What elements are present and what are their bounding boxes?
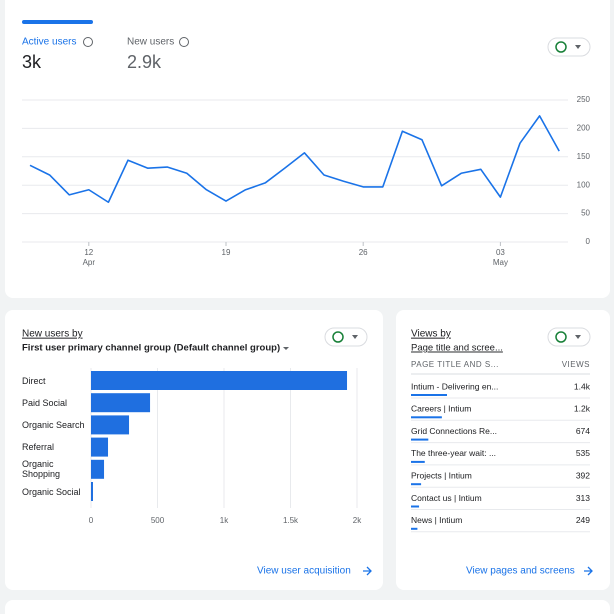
card-subtitle[interactable]: First user primary channel group (Defaul… — [22, 343, 280, 354]
metric-label[interactable]: Active users — [22, 37, 76, 48]
bar — [91, 459, 105, 479]
dropdown-arrow — [575, 335, 581, 339]
link[interactable]: View pages and screens — [466, 566, 593, 577]
row-title: Projects | Intium — [411, 470, 472, 480]
bar — [91, 393, 151, 413]
mini-bar — [411, 394, 447, 396]
link[interactable]: View user acquisition — [257, 566, 372, 577]
check-icon — [555, 41, 567, 53]
row-value: 313 — [576, 493, 590, 503]
column-header: VIEWS — [562, 360, 590, 369]
help-icon[interactable] — [83, 37, 93, 47]
card-subtitle[interactable]: Page title and scree... — [411, 343, 503, 354]
check-icon — [332, 331, 344, 343]
dropdown-arrow — [575, 45, 581, 49]
row-title: News | Intium — [411, 515, 462, 525]
y-tick-label: 50 — [581, 209, 590, 218]
metric-value: 3k — [22, 52, 42, 72]
bar — [91, 371, 348, 390]
x-tick-label: 1k — [220, 516, 229, 525]
dropdown-arrow[interactable] — [283, 347, 289, 350]
y-tick-label: 250 — [577, 95, 591, 104]
mini-bar — [411, 505, 420, 508]
card-title[interactable]: New users by — [22, 329, 83, 340]
x-tick-label: 1.5k — [283, 516, 299, 525]
status-pill[interactable] — [547, 327, 591, 347]
x-tick-label: 19 — [222, 248, 231, 257]
status-pill[interactable] — [324, 327, 368, 347]
column-header: PAGE TITLE AND S... — [411, 360, 499, 369]
row-value: 249 — [576, 515, 590, 525]
row-title: Grid Connections Re... — [411, 426, 497, 436]
x-tick-label: 26 — [359, 248, 368, 257]
category-label: Organic Shopping — [22, 459, 61, 480]
line-series — [29, 115, 560, 204]
mini-bar — [411, 438, 429, 441]
metric-label[interactable]: New users — [127, 37, 174, 48]
y-tick-label: 150 — [577, 152, 591, 161]
bar — [91, 437, 109, 457]
y-tick-label: 100 — [577, 180, 591, 189]
category-label: Referral — [22, 442, 55, 453]
x-tick-label: 12 — [84, 248, 93, 257]
x-tick-label: 0 — [89, 516, 94, 525]
status-pill[interactable] — [547, 37, 591, 57]
metric-value: 2.9k — [127, 52, 162, 72]
pill[interactable] — [547, 37, 591, 57]
row-value: 392 — [576, 470, 590, 480]
row-value: 1.4k — [574, 381, 591, 391]
row-title: Careers | Intium — [411, 404, 471, 414]
x-month-label: Apr — [83, 258, 96, 267]
x-tick-label: 500 — [151, 516, 165, 525]
card-overview — [5, 0, 610, 298]
mini-bar — [411, 416, 442, 419]
pill[interactable] — [324, 327, 368, 347]
card-pages — [396, 310, 610, 590]
help-icon[interactable] — [179, 37, 189, 47]
card-title[interactable]: Views by — [411, 329, 451, 340]
mini-bar — [411, 460, 425, 463]
x-tick-label: 03 — [496, 248, 505, 257]
link-text[interactable]: View pages and screens — [466, 566, 575, 577]
check-icon — [555, 331, 567, 343]
category-label: Direct — [22, 375, 46, 386]
row-title: Contact us | Intium — [411, 493, 482, 503]
card-next — [5, 600, 610, 614]
row-value: 1.2k — [574, 404, 591, 414]
category-label: Paid Social — [22, 397, 68, 408]
row-value: 674 — [576, 426, 590, 436]
category-label: Organic Search — [22, 419, 85, 430]
y-tick-label: 0 — [586, 237, 591, 246]
tab-indicator — [22, 20, 93, 24]
category-label: Organic Social — [22, 486, 81, 497]
row-title: Intium - Delivering en... — [411, 381, 498, 391]
arrow-icon — [584, 566, 593, 576]
y-tick-label: 200 — [577, 124, 591, 133]
row-value: 535 — [576, 448, 590, 458]
dropdown-arrow — [352, 335, 358, 339]
link-text[interactable]: View user acquisition — [257, 566, 351, 577]
x-month-label: May — [493, 258, 508, 267]
row-title: The three-year wait: ... — [411, 448, 496, 458]
bar — [91, 415, 130, 435]
mini-bar — [411, 483, 422, 486]
arrow-icon — [363, 566, 372, 576]
pill[interactable] — [547, 327, 591, 347]
bar — [91, 482, 93, 501]
x-tick-label: 2k — [353, 516, 362, 525]
mini-bar — [411, 527, 418, 530]
